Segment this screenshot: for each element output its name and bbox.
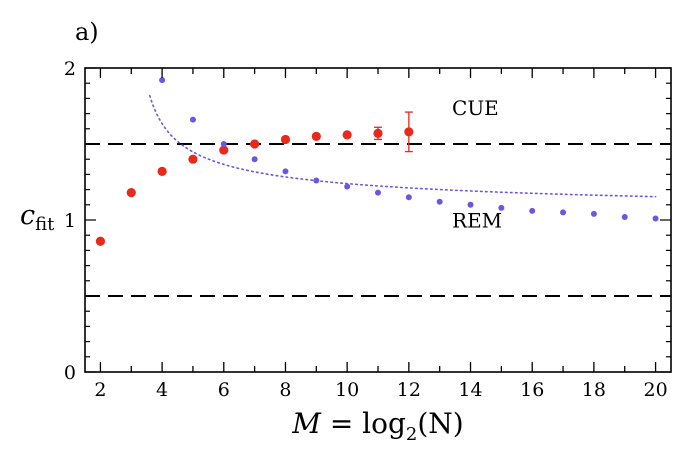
- x-tick-label: 10: [335, 379, 359, 401]
- x-tick-label: 16: [520, 379, 544, 401]
- x-label-var: M: [291, 407, 322, 440]
- rem-point: [344, 183, 351, 190]
- rem-point: [189, 116, 196, 123]
- x-label-sub: 2: [406, 424, 417, 445]
- cue-point: [250, 139, 260, 149]
- rem-point: [498, 204, 505, 211]
- y-tick-label: 0: [64, 362, 76, 384]
- y-tick-label: 2: [64, 58, 76, 80]
- panel-label: a): [75, 18, 99, 46]
- rem-fit-line: [148, 94, 657, 198]
- x-axis-label: M = log2(N): [291, 407, 463, 445]
- cue-point: [95, 236, 106, 246]
- cue-point: [404, 127, 414, 137]
- x-tick-label: 20: [643, 379, 667, 401]
- y-label-sub: fit: [35, 214, 55, 235]
- cue-point: [311, 131, 321, 141]
- rem-point: [313, 177, 320, 184]
- cue-point: [188, 154, 198, 164]
- rem-point: [159, 77, 166, 84]
- rem-fit-curve: [148, 94, 657, 198]
- series-label-cue: CUE: [452, 96, 499, 120]
- x-tick-label: 14: [458, 379, 482, 401]
- rem-point: [220, 141, 227, 147]
- axis-ticks: [85, 67, 671, 373]
- axis-labels: M = log2(N)cfit: [20, 200, 464, 445]
- x-tick-label: 6: [218, 379, 230, 401]
- y-axis-label: cfit: [20, 200, 55, 235]
- y-label-main: c: [20, 200, 35, 231]
- rem-point: [560, 209, 567, 216]
- rem-point: [405, 194, 412, 201]
- series-annotations: CUE REM: [452, 96, 502, 232]
- x-tick-label: 4: [156, 379, 168, 401]
- rem-point: [375, 189, 381, 196]
- cue-point: [373, 128, 383, 138]
- x-label-eq: = log: [321, 407, 406, 440]
- data-points: [95, 77, 659, 246]
- cue-point: [126, 188, 136, 198]
- rem-point: [282, 168, 289, 175]
- x-tick-label: 2: [94, 379, 106, 401]
- cue-point: [342, 130, 352, 140]
- rem-point: [652, 215, 659, 222]
- x-label-arg: (N): [417, 407, 463, 440]
- rem-point: [590, 210, 597, 217]
- x-tick-label: 8: [279, 379, 291, 401]
- rem-point: [529, 207, 536, 214]
- cue-point: [157, 166, 167, 176]
- cue-point: [219, 145, 229, 155]
- reference-lines: [85, 143, 671, 297]
- y-tick-label: 1: [64, 210, 76, 232]
- rem-point: [467, 201, 474, 208]
- rem-point: [251, 156, 258, 163]
- series-label-rem: REM: [452, 209, 502, 233]
- cue-point: [280, 134, 291, 145]
- rem-point: [621, 213, 628, 220]
- x-tick-label: 12: [397, 379, 421, 401]
- x-tick-label: 18: [582, 379, 606, 401]
- rem-point: [436, 198, 443, 205]
